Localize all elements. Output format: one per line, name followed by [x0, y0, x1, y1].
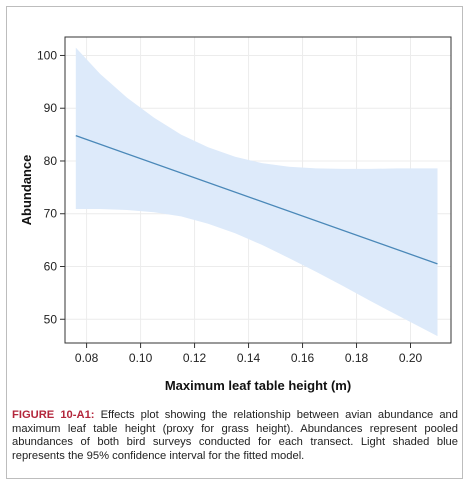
x-axis-title: Maximum leaf table height (m) — [165, 378, 351, 393]
y-tick-label: 90 — [44, 101, 58, 115]
y-tick-label: 50 — [44, 312, 58, 326]
x-tick-label: 0.08 — [75, 351, 99, 365]
caption-label: FIGURE 10-A1: — [12, 409, 95, 421]
figure-caption: FIGURE 10-A1: Effects plot showing the r… — [12, 409, 458, 463]
y-axis-ticks: 50 60 70 80 90 100 — [37, 48, 65, 326]
confidence-band — [75, 47, 438, 337]
x-tick-label: 0.10 — [129, 351, 153, 365]
effects-plot: 0.08 0.10 0.12 0.14 0.16 0.18 0.20 50 60 70 80 90 1… — [19, 36, 452, 393]
x-tick-label: 0.18 — [345, 351, 369, 365]
fitted-line — [75, 135, 438, 265]
y-axis-title: Abundance — [19, 155, 34, 226]
figure-frame — [6, 6, 463, 479]
y-tick-label: 70 — [44, 207, 58, 221]
x-tick-label: 0.20 — [399, 351, 423, 365]
x-axis-ticks: 0.08 0.10 0.12 0.14 0.16 0.18 0.20 — [75, 343, 423, 365]
x-tick-label: 0.14 — [237, 351, 261, 365]
caption-text: Effects plot showing the relationship be… — [12, 409, 458, 462]
x-tick-label: 0.12 — [183, 351, 207, 365]
y-tick-label: 100 — [37, 48, 57, 62]
y-tick-label: 60 — [44, 260, 58, 274]
x-tick-label: 0.16 — [291, 351, 315, 365]
y-tick-label: 80 — [44, 154, 58, 168]
plot-area-frame — [64, 36, 452, 344]
